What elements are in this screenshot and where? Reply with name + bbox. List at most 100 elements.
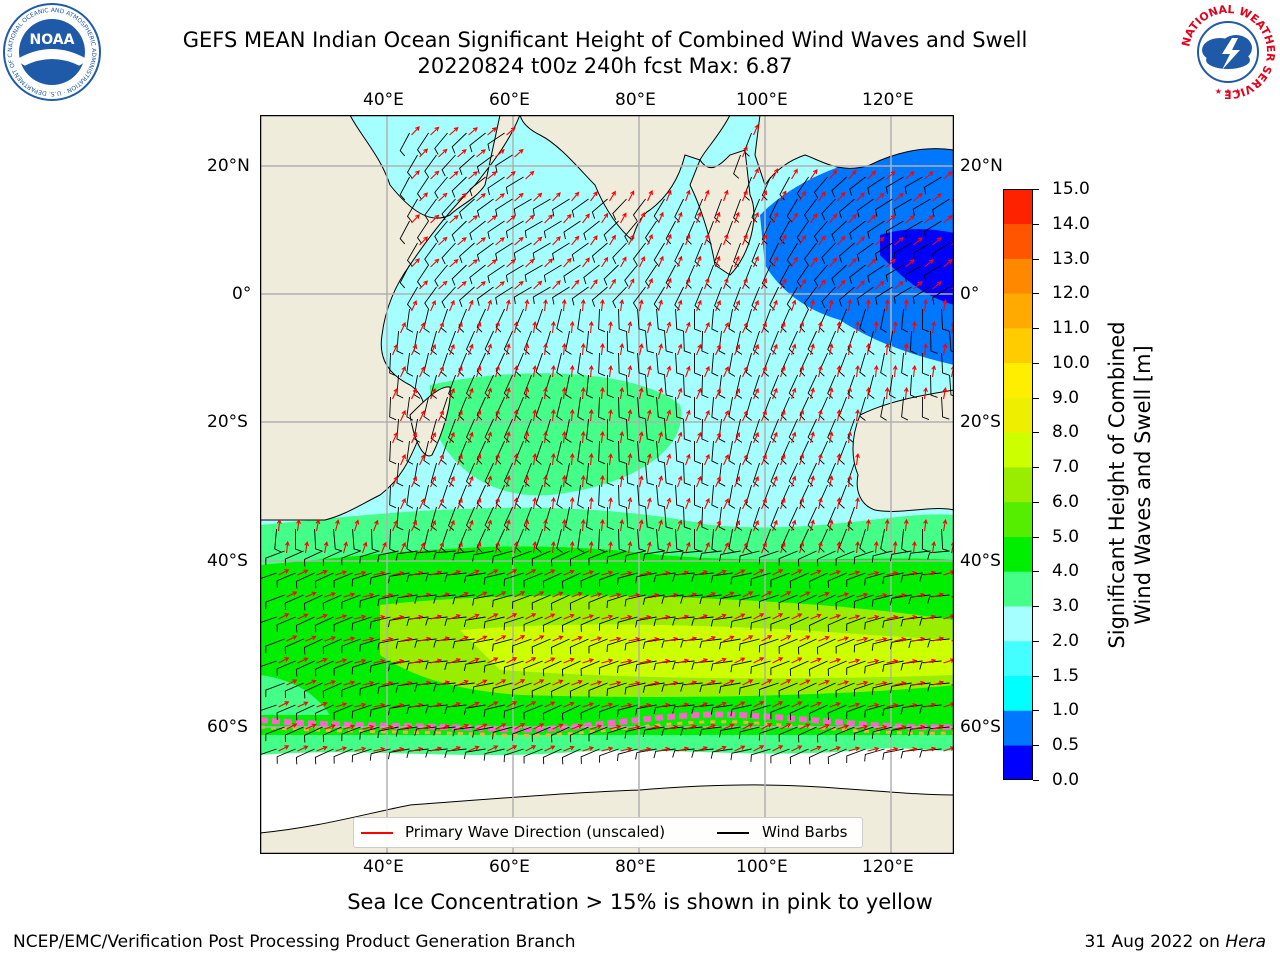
wave-direction-arrow bbox=[487, 569, 499, 576]
wind-barb bbox=[642, 682, 665, 693]
wave-direction-arrow bbox=[658, 658, 671, 664]
wave-direction-arrow bbox=[561, 298, 567, 312]
lon-label-top-40e: 40°E bbox=[363, 90, 404, 110]
wind-barb bbox=[799, 528, 809, 553]
wind-barb bbox=[683, 462, 692, 486]
wind-barb bbox=[733, 286, 741, 311]
wave-direction-arrow bbox=[601, 614, 614, 620]
wind-barb bbox=[542, 748, 562, 765]
wave-direction-arrow bbox=[886, 258, 896, 268]
wave-direction-arrow bbox=[791, 256, 798, 268]
wave-direction-arrow bbox=[373, 658, 386, 664]
wind-barb bbox=[780, 528, 790, 553]
wind-barb bbox=[853, 638, 874, 653]
wave-direction-arrow bbox=[533, 679, 545, 686]
wind-barb bbox=[932, 242, 950, 261]
wave-direction-arrow bbox=[696, 299, 702, 312]
wind-barb bbox=[586, 506, 593, 531]
wind-barb bbox=[644, 264, 657, 288]
wave-direction-arrow bbox=[552, 679, 564, 686]
wave-direction-arrow bbox=[704, 321, 710, 334]
wave-direction-arrow bbox=[892, 540, 898, 554]
wave-direction-arrow bbox=[723, 591, 735, 598]
wind-barb bbox=[387, 616, 410, 628]
wave-direction-arrow bbox=[734, 255, 740, 268]
wave-direction-arrow bbox=[799, 497, 805, 510]
wave-direction-arrow bbox=[487, 519, 493, 532]
wave-direction-arrow bbox=[438, 321, 444, 334]
wave-direction-arrow bbox=[343, 592, 356, 598]
wind-barb bbox=[476, 396, 486, 421]
lat-label-left-0: 0° bbox=[232, 284, 252, 304]
wind-barb bbox=[532, 286, 551, 305]
wave-direction-arrow bbox=[590, 191, 598, 202]
wave-direction-arrow bbox=[913, 237, 923, 246]
wind-barb bbox=[904, 264, 923, 282]
wind-barb bbox=[616, 704, 638, 718]
wind-barb bbox=[691, 748, 714, 758]
wave-direction-arrow bbox=[884, 298, 890, 312]
footer-date-text: 31 Aug 2022 on bbox=[1084, 932, 1226, 952]
wind-barb bbox=[635, 660, 657, 672]
wave-direction-arrow bbox=[742, 723, 754, 730]
wave-direction-arrow bbox=[753, 745, 765, 752]
wave-direction-arrow bbox=[430, 614, 443, 620]
wave-direction-arrow bbox=[609, 592, 622, 598]
wind-barb bbox=[875, 198, 893, 217]
wind-barb bbox=[637, 484, 646, 508]
wind-barb bbox=[556, 440, 563, 465]
wave-direction-arrow bbox=[449, 431, 455, 444]
wave-direction-arrow bbox=[316, 613, 328, 620]
wind-barb bbox=[351, 748, 372, 763]
wind-barb bbox=[683, 506, 692, 530]
wave-direction-arrow bbox=[343, 541, 348, 554]
wind-barb bbox=[260, 572, 277, 580]
wind-barb bbox=[598, 484, 606, 509]
wind-barb bbox=[341, 682, 361, 698]
wave-direction-arrow bbox=[525, 214, 535, 224]
wave-direction-arrow bbox=[487, 127, 497, 136]
wave-direction-arrow bbox=[476, 723, 488, 730]
wave-direction-arrow bbox=[677, 431, 683, 444]
wind-barb bbox=[359, 594, 380, 608]
wind-barb bbox=[569, 726, 589, 743]
wave-direction-arrow bbox=[791, 387, 797, 400]
wave-direction-arrow bbox=[419, 636, 432, 642]
wave-direction-arrow bbox=[524, 299, 530, 312]
wave-direction-arrow bbox=[305, 679, 317, 686]
colorbar-segment bbox=[1003, 606, 1033, 642]
wave-direction-arrow bbox=[856, 724, 869, 730]
wind-barb bbox=[827, 572, 847, 589]
wave-direction-arrow bbox=[286, 679, 298, 686]
wind-barb bbox=[561, 704, 581, 721]
wind-barb bbox=[550, 550, 570, 567]
wind-barb bbox=[799, 308, 809, 333]
wind-barb bbox=[632, 242, 646, 266]
wave-direction-arrow bbox=[761, 190, 768, 202]
wave-direction-arrow bbox=[524, 343, 530, 356]
wave-direction-arrow bbox=[685, 277, 691, 290]
wave-direction-arrow bbox=[609, 636, 622, 642]
wave-direction-arrow bbox=[761, 635, 773, 642]
wind-barb bbox=[586, 462, 593, 487]
wind-barb bbox=[487, 176, 505, 196]
wave-direction-arrow bbox=[430, 214, 440, 224]
wave-direction-arrow bbox=[837, 592, 850, 598]
wave-direction-arrow bbox=[619, 518, 625, 532]
wave-direction-arrow bbox=[847, 474, 853, 488]
wind-barb bbox=[416, 264, 429, 288]
wave-direction-arrow bbox=[600, 386, 605, 400]
wind-barb bbox=[599, 572, 619, 587]
wind-barb bbox=[441, 154, 456, 177]
wave-direction-arrow bbox=[848, 258, 857, 268]
wind-barb bbox=[694, 198, 703, 223]
wind-barb bbox=[831, 264, 847, 286]
wave-direction-arrow bbox=[723, 453, 729, 466]
wind-barb bbox=[606, 330, 614, 355]
wave-direction-arrow bbox=[723, 409, 729, 422]
wind-barb bbox=[552, 286, 570, 305]
colorbar-tick-mark bbox=[1033, 501, 1039, 503]
wave-direction-arrow bbox=[278, 613, 290, 620]
wind-barb bbox=[750, 572, 771, 586]
wind-barb bbox=[919, 660, 942, 670]
